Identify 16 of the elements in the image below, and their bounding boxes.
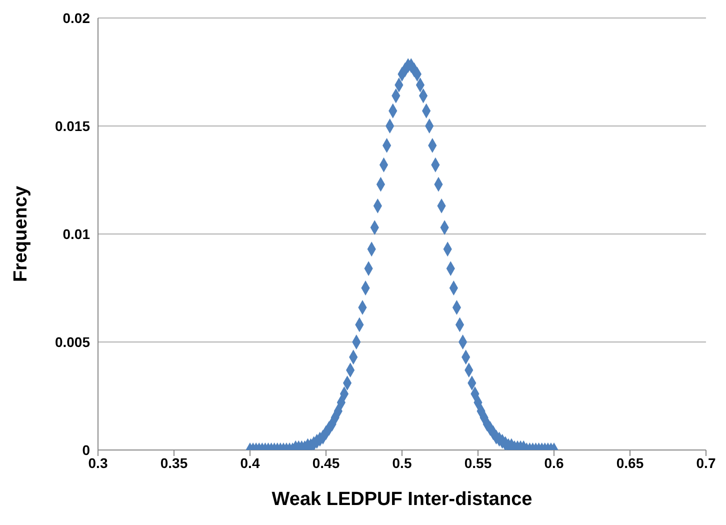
x-tick-label: 0.4 bbox=[240, 454, 260, 471]
x-tick-label: 0.6 bbox=[544, 454, 564, 471]
y-tick-label: 0.01 bbox=[62, 226, 90, 242]
x-tick-label: 0.55 bbox=[464, 454, 492, 471]
y-tick-label: 0.005 bbox=[54, 334, 90, 350]
y-tick-label: 0.015 bbox=[54, 118, 90, 134]
x-axis-title: Weak LEDPUF Inter-distance bbox=[272, 489, 532, 510]
x-tick-label: 0.65 bbox=[616, 454, 644, 471]
x-tick-label: 0.7 bbox=[696, 454, 716, 471]
x-tick-label: 0.45 bbox=[312, 454, 340, 471]
y-tick-label: 0 bbox=[82, 442, 90, 458]
x-tick-label: 0.3 bbox=[88, 454, 108, 471]
x-tick-label: 0.35 bbox=[160, 454, 188, 471]
y-tick-label: 0.02 bbox=[62, 10, 90, 26]
x-tick-label: 0.5 bbox=[392, 454, 412, 471]
y-axis-title: Frequency bbox=[10, 186, 32, 282]
